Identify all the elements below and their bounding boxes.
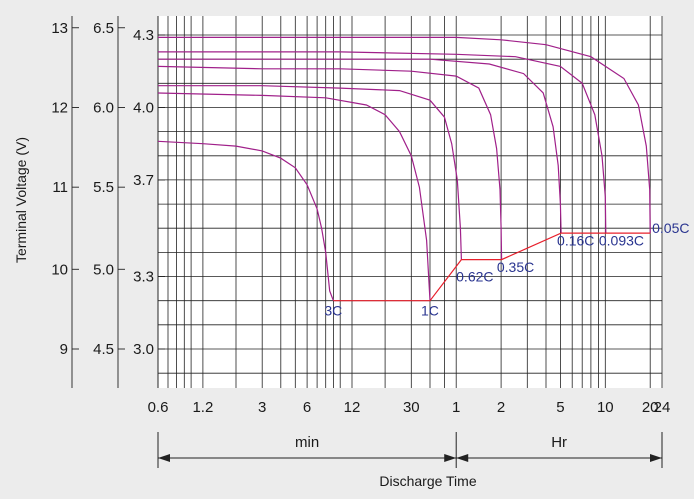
discharge-curve-0.093C <box>158 51 607 234</box>
x-tick-label: 30 <box>403 399 420 416</box>
grid-lines <box>157 16 663 388</box>
unit-arrowhead <box>158 454 170 462</box>
y-axes: 13 12 11 10 9 6.5 6.0 5.5 5.0 4.5 4.3 4.0 3.7 3.3 3.0 <box>51 16 165 388</box>
discharge-curve-1C <box>157 92 431 301</box>
y-tick-label: 5.5 <box>93 179 114 196</box>
curve-label: 1C <box>421 302 439 318</box>
curve-label: 0.16C <box>557 232 594 248</box>
y-tick-label: 10 <box>51 261 68 278</box>
unit-hr-label: Hr <box>551 434 567 451</box>
end-voltage-line <box>333 232 651 302</box>
discharge-curve-0.62C <box>158 85 462 260</box>
curve-label: 0.093C <box>599 232 644 248</box>
discharge-curve-0.16C <box>158 58 562 234</box>
y-tick-label: 11 <box>52 179 68 196</box>
x-tick-label: 1.2 <box>192 399 213 416</box>
x-axis-title: Discharge Time <box>379 473 476 489</box>
unit-arrowhead <box>456 454 469 462</box>
curve-label: 0.35C <box>497 259 534 275</box>
discharge-curve-0.35C <box>157 65 503 260</box>
x-tick-label: 3 <box>258 399 266 416</box>
y-tick-label: 13 <box>51 20 68 37</box>
unit-arrowhead <box>444 454 457 462</box>
y-tick-label: 12 <box>51 99 68 116</box>
x-tick-label: 6 <box>303 399 311 416</box>
y-tick-label: 4.0 <box>133 99 154 116</box>
x-tick-label: 5 <box>556 399 564 416</box>
y-tick-label: 5.0 <box>93 261 114 278</box>
x-tick-label: 12 <box>344 399 361 416</box>
curve-label: 0.05C <box>652 220 689 236</box>
x-tick-label: 24 <box>654 399 671 416</box>
y-tick-label: 4.5 <box>93 341 114 358</box>
curve-label: 0.62C <box>456 269 493 285</box>
y-tick-label: 6.0 <box>93 99 114 116</box>
y-tick-label: 9 <box>60 341 68 358</box>
discharge-curve-3C <box>157 140 334 301</box>
unit-min-label: min <box>295 434 319 451</box>
y-axis-title: Terminal Voltage (V) <box>13 137 29 263</box>
time-unit-scale: min Hr <box>157 432 663 468</box>
x-tick-label: 0.6 <box>148 399 169 416</box>
x-tick-label: 20 <box>642 399 659 416</box>
x-tick-label: 1 <box>452 399 460 416</box>
discharge-curve-0.05C <box>158 36 651 234</box>
x-tick-label: 2 <box>497 399 505 416</box>
x-tick-label: 10 <box>597 399 614 416</box>
curve-label: 3C <box>324 302 342 318</box>
discharge-curves <box>157 36 651 302</box>
y-tick-label: 3.3 <box>133 269 154 286</box>
plot-area <box>158 16 662 388</box>
unit-arrowhead <box>650 454 662 462</box>
y-tick-label: 3.7 <box>133 172 154 189</box>
y-tick-label: 3.0 <box>133 341 154 358</box>
y-tick-label: 6.5 <box>93 20 114 37</box>
y-tick-label: 4.3 <box>133 27 154 44</box>
